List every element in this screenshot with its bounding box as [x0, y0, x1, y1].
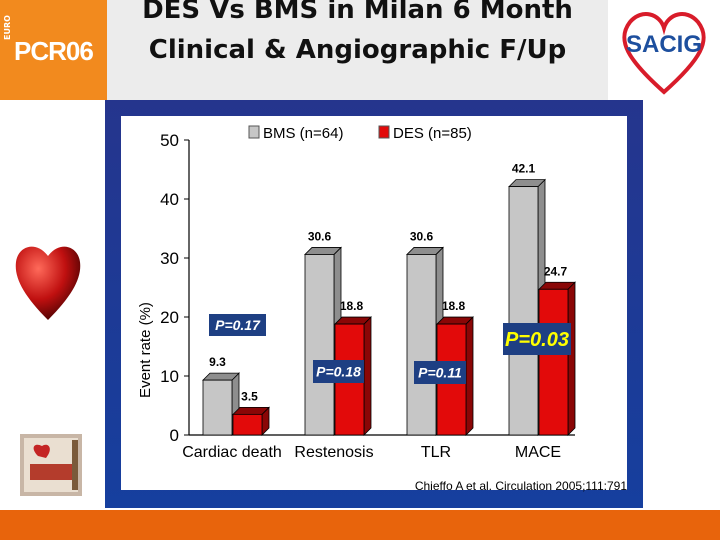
- bar-des-front: [232, 413, 263, 436]
- p-value-label: P=0.03: [505, 329, 569, 351]
- y-tick-label: 50: [160, 131, 179, 150]
- bar-des-side: [363, 316, 372, 436]
- y-tick-label: 0: [170, 426, 179, 445]
- x-category-label: MACE: [515, 444, 561, 461]
- y-axis-label: Event rate (%): [137, 302, 154, 398]
- x-category-label: Restenosis: [294, 444, 373, 461]
- bar-bms-top: [508, 179, 546, 188]
- des-value-label: 18.8: [340, 299, 364, 313]
- p-value-label: P=0.11: [418, 365, 462, 381]
- bar-bms-front: [406, 254, 437, 436]
- y-tick-label: 10: [160, 367, 179, 386]
- legend: BMS (n=64) DES (n=85): [248, 125, 472, 142]
- p-value-label: P=0.17: [215, 317, 261, 333]
- slide-title: DES Vs BMS in Milan 6 Month Clinical & A…: [142, 0, 573, 65]
- bar-chart: 0 10 20 30 40 50 9.3 3.5 Cardiac death P=0.17 30.…: [105, 100, 643, 508]
- sacig-logo-text: SACIG: [626, 31, 702, 58]
- bar-des: [232, 406, 270, 436]
- bar-des-front: [538, 288, 569, 436]
- book-cover-logo: [20, 434, 82, 496]
- bar-des-top: [538, 281, 576, 290]
- p-value-box: [209, 314, 266, 336]
- legend-label-bms: BMS (n=64): [263, 125, 343, 142]
- legend-swatch-des: [378, 125, 390, 139]
- bms-value-label: 42.1: [512, 162, 536, 176]
- legend-label-des: DES (n=85): [393, 125, 472, 142]
- p-value-box: [414, 361, 466, 384]
- bar-bms-top: [406, 247, 444, 255]
- pcr-euro-label: EURO: [3, 15, 12, 40]
- sacig-heart-icon: SACIG: [622, 12, 706, 95]
- des-value-label: 24.7: [544, 264, 568, 278]
- x-category-label: Cardiac death: [182, 444, 282, 461]
- bar-bms-top: [304, 247, 342, 255]
- x-category-label: TLR: [421, 444, 451, 461]
- bms-value-label: 9.3: [209, 355, 226, 369]
- bar-bms-top: [202, 372, 240, 381]
- bar-des: [538, 281, 576, 436]
- bar-bms-front: [304, 254, 335, 436]
- bar-des-side: [465, 316, 474, 436]
- bottom-bar: [0, 510, 720, 540]
- bms-value-label: 30.6: [410, 229, 434, 243]
- euro-pcr-logo: EURO PCR06: [0, 0, 107, 100]
- legend-swatch-bms: [248, 125, 260, 139]
- header-band: [107, 0, 608, 100]
- bar-bms-front: [508, 186, 539, 436]
- red-heart-icon: [12, 238, 84, 326]
- bar-bms: [508, 178, 546, 436]
- bms-value-label: 30.6: [308, 229, 332, 243]
- bar-bms-front: [202, 379, 233, 436]
- des-value-label: 18.8: [442, 299, 466, 313]
- bar-des-top: [232, 406, 270, 415]
- p-value-box: [313, 360, 364, 383]
- citation: Chieffo A et al. Circulation 2005;111:79…: [415, 479, 627, 493]
- p-value-box: [503, 323, 571, 355]
- des-value-label: 3.5: [241, 389, 258, 403]
- chart-panel: 0 10 20 30 40 50 9.3 3.5 Cardiac death P=0.17 30.…: [105, 100, 643, 508]
- bar-des-top: [436, 316, 474, 325]
- p-value-label: P=0.18: [316, 364, 361, 380]
- y-tick-label: 40: [160, 190, 179, 209]
- y-tick-label: 20: [160, 308, 179, 327]
- pcr-logo-text: PCR06: [14, 36, 94, 66]
- y-tick-label: 30: [160, 249, 179, 268]
- sacig-logo: SACIG: [608, 0, 720, 100]
- bar-des-side: [567, 281, 576, 436]
- bar-des-top: [334, 316, 372, 325]
